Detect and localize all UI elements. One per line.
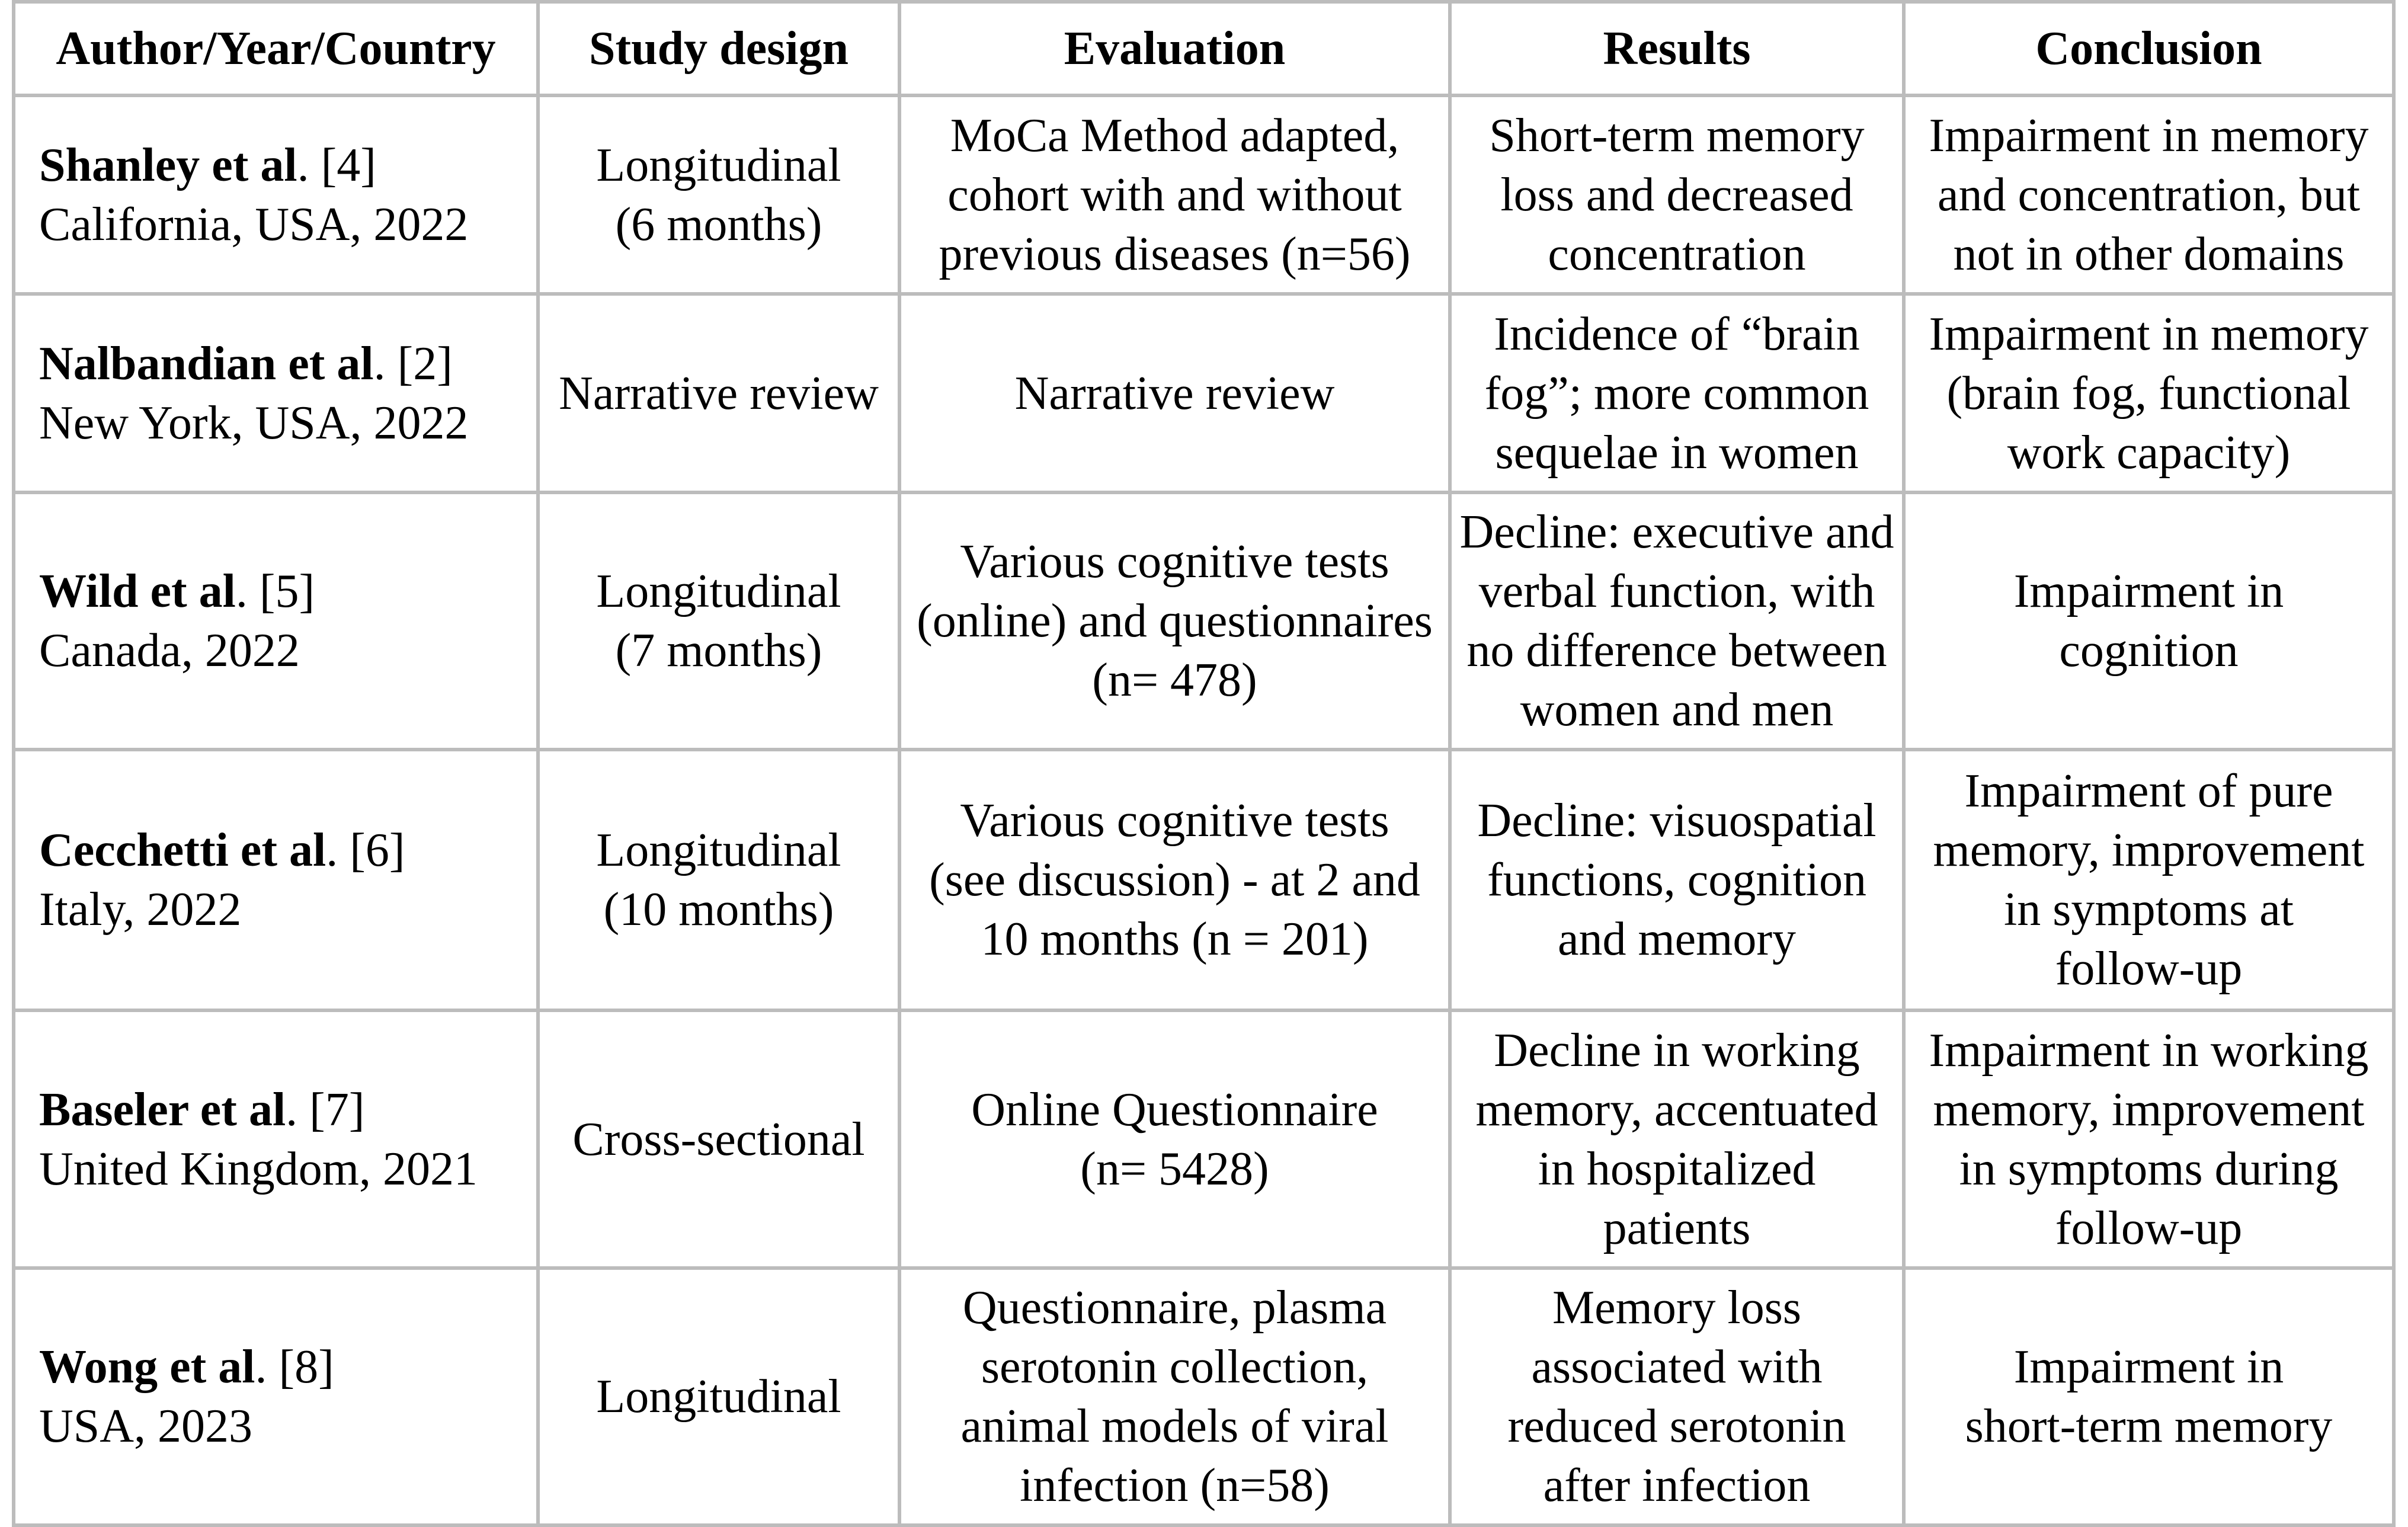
author-name: Baseler et al (39, 1083, 286, 1136)
cell-evaluation: MoCa Method adapted, cohort with and wit… (898, 94, 1452, 296)
table-row: Wong et al. [8] USA, 2023 Longitudinal Q… (12, 1266, 2396, 1527)
author-location-line: Italy, 2022 (39, 883, 242, 936)
cell-conclusion: Impairment of pure memory, improvement i… (1902, 748, 2396, 1012)
cell-study-design: Longitudinal (6 months) (536, 94, 901, 296)
author-location-line: California, USA, 2022 (39, 198, 469, 251)
column-header-conclusion: Conclusion (1902, 0, 2396, 97)
citation-number: . [8] (255, 1341, 334, 1393)
column-header-author-year-country: Author/Year/Country (12, 0, 540, 97)
column-header-study-design: Study design (536, 0, 901, 97)
author-name: Cecchetti et al (39, 824, 326, 876)
author-citation-line: Shanley et al. [4] (39, 136, 531, 195)
author-location-line: United Kingdom, 2021 (39, 1142, 478, 1195)
author-citation-line: Wild et al. [5] (39, 562, 531, 621)
cell-author-year-country: Shanley et al. [4] California, USA, 2022 (12, 94, 540, 296)
cell-author-year-country: Cecchetti et al. [6] Italy, 2022 (12, 748, 540, 1012)
column-header-evaluation: Evaluation (898, 0, 1452, 97)
cell-results: Memory loss associated with reduced sero… (1448, 1266, 1906, 1527)
table-row: Baseler et al. [7] United Kingdom, 2021 … (12, 1009, 2396, 1270)
table-row: Nalbandian et al. [2] New York, USA, 202… (12, 292, 2396, 494)
author-citation-line: Wong et al. [8] (39, 1337, 531, 1397)
author-citation-line: Cecchetti et al. [6] (39, 821, 531, 880)
cell-author-year-country: Baseler et al. [7] United Kingdom, 2021 (12, 1009, 540, 1270)
cell-study-design: Longitudinal (536, 1266, 901, 1527)
cell-results: Decline: visuospatial functions, cogniti… (1448, 748, 1906, 1012)
cell-evaluation: Online Questionnaire (n= 5428) (898, 1009, 1452, 1270)
table-row: Cecchetti et al. [6] Italy, 2022 Longitu… (12, 748, 2396, 1012)
cell-author-year-country: Wong et al. [8] USA, 2023 (12, 1266, 540, 1527)
citation-number: . [5] (235, 565, 315, 617)
cell-author-year-country: Nalbandian et al. [2] New York, USA, 202… (12, 292, 540, 494)
cell-evaluation: Various cognitive tests (see discussion)… (898, 748, 1452, 1012)
studies-summary-table: Author/Year/Country Study design Evaluat… (12, 0, 2396, 1527)
author-name: Wild et al (39, 565, 236, 617)
cell-results: Short-term memory loss and decreased con… (1448, 94, 1906, 296)
author-location-line: USA, 2023 (39, 1400, 253, 1452)
table-row: Wild et al. [5] Canada, 2022 Longitudina… (12, 491, 2396, 751)
cell-conclusion: Impairment in memory and concentration, … (1902, 94, 2396, 296)
cell-evaluation: Various cognitive tests (online) and que… (898, 491, 1452, 751)
table-header-row: Author/Year/Country Study design Evaluat… (12, 0, 2396, 97)
cell-evaluation: Questionnaire, plasma serotonin collecti… (898, 1266, 1452, 1527)
author-name: Wong et al (39, 1341, 255, 1393)
column-header-results: Results (1448, 0, 1906, 97)
author-citation-line: Baseler et al. [7] (39, 1080, 531, 1139)
cell-study-design: Longitudinal (10 months) (536, 748, 901, 1012)
cell-conclusion: Impairment in working memory, improvemen… (1902, 1009, 2396, 1270)
table-row: Shanley et al. [4] California, USA, 2022… (12, 94, 2396, 296)
cell-results: Decline: executive and verbal function, … (1448, 491, 1906, 751)
cell-conclusion: Impairment in memory (brain fog, functio… (1902, 292, 2396, 494)
cell-conclusion: Impairment in short-term memory (1902, 1266, 2396, 1527)
citation-number: . [4] (297, 139, 376, 191)
citation-number: . [2] (373, 337, 453, 390)
author-name: Nalbandian et al (39, 337, 374, 390)
citation-number: . [7] (286, 1083, 365, 1136)
cell-results: Decline in working memory, accentuated i… (1448, 1009, 1906, 1270)
cell-study-design: Longitudinal (7 months) (536, 491, 901, 751)
cell-evaluation: Narrative review (898, 292, 1452, 494)
cell-conclusion: Impairment in cognition (1902, 491, 2396, 751)
author-citation-line: Nalbandian et al. [2] (39, 334, 531, 393)
cell-study-design: Narrative review (536, 292, 901, 494)
cell-study-design: Cross-sectional (536, 1009, 901, 1270)
author-name: Shanley et al (39, 139, 297, 191)
cell-author-year-country: Wild et al. [5] Canada, 2022 (12, 491, 540, 751)
citation-number: . [6] (326, 824, 405, 876)
author-location-line: New York, USA, 2022 (39, 396, 469, 449)
author-location-line: Canada, 2022 (39, 625, 300, 677)
cell-results: Incidence of “brain fog”; more common se… (1448, 292, 1906, 494)
